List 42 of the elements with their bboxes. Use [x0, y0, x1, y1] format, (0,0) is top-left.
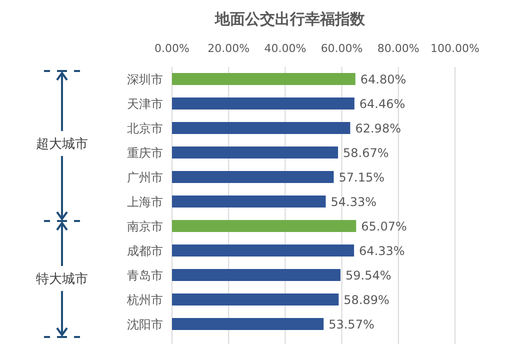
- bar: [172, 98, 354, 110]
- y-tick-label: 深圳市: [127, 72, 163, 86]
- x-tick-label: 100.00%: [430, 42, 480, 55]
- data-label: 59.54%: [346, 268, 392, 282]
- data-label: 64.33%: [359, 244, 405, 258]
- y-tick-label: 上海市: [127, 195, 163, 209]
- data-label: 53.57%: [328, 318, 374, 332]
- bar: [172, 146, 338, 158]
- bar: [172, 294, 339, 306]
- chart-title: 地面公交出行幸福指数: [214, 10, 366, 28]
- data-label: 64.46%: [359, 97, 406, 111]
- y-tick-label: 南京市: [127, 220, 163, 234]
- x-tick-label: 60.00%: [320, 42, 363, 55]
- data-label: 54.33%: [330, 195, 377, 209]
- y-tick-label: 广州市: [127, 170, 163, 184]
- data-label: 58.89%: [344, 293, 390, 307]
- data-label: 58.67%: [343, 146, 389, 160]
- text: 超大城市: [36, 137, 88, 152]
- bar: [172, 220, 356, 232]
- bar: [172, 318, 324, 330]
- bar: [172, 73, 356, 85]
- x-tick-label: 0.00%: [154, 42, 190, 55]
- bar: [172, 122, 350, 134]
- data-label: 64.80%: [360, 72, 406, 86]
- x-tick-label: 40.00%: [264, 42, 306, 55]
- y-tick-label: 沈阳市: [127, 318, 163, 332]
- bar: [172, 171, 334, 183]
- x-tick-label: 20.00%: [208, 42, 250, 55]
- data-label: 62.98%: [355, 122, 401, 136]
- data-label: 57.15%: [338, 170, 384, 184]
- bar: [172, 196, 326, 208]
- y-tick-label: 青岛市: [127, 268, 163, 282]
- bar: [172, 269, 340, 281]
- y-tick-label: 杭州市: [126, 293, 163, 307]
- bar: [172, 244, 354, 256]
- data-label: 65.07%: [361, 220, 407, 234]
- y-tick-label: 北京市: [127, 122, 163, 136]
- x-tick-label: 80.00%: [377, 42, 420, 55]
- y-tick-label: 成都市: [127, 244, 163, 258]
- text: 特大城市: [36, 272, 88, 287]
- y-tick-label: 天津市: [127, 97, 163, 111]
- y-tick-label: 重庆市: [127, 146, 163, 160]
